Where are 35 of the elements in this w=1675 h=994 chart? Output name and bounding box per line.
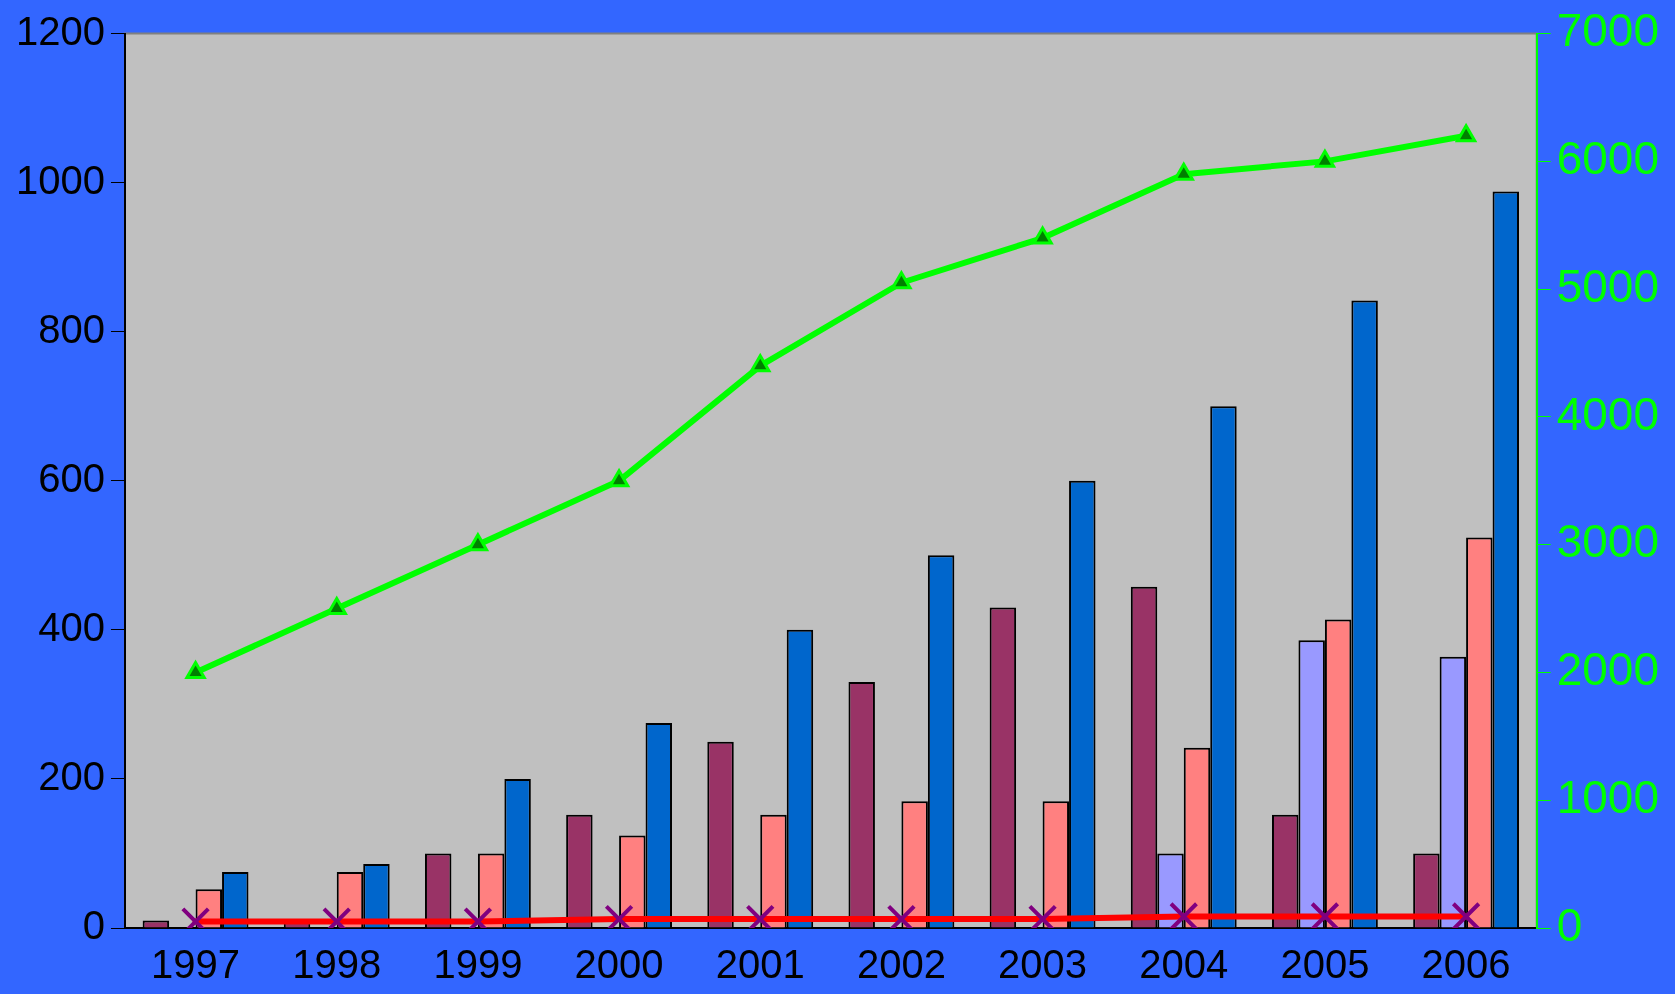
y2-tick-label: 5000 [1556, 259, 1660, 312]
point [185, 660, 206, 679]
x-tick-label: 1998 [292, 942, 382, 987]
y-tick-label: 1200 [16, 8, 105, 53]
x-tick-label: 2004 [1139, 942, 1229, 987]
x-tick-label: 2003 [998, 942, 1088, 987]
x-tick-label: 2006 [1421, 942, 1511, 987]
point [750, 354, 771, 373]
point [1173, 162, 1194, 181]
y2-tick-label: 1000 [1556, 770, 1660, 823]
y2-tick-label: 7000 [1556, 4, 1660, 57]
x-tick-label: 1997 [151, 942, 241, 987]
point [1032, 226, 1053, 245]
y-tick-label: 1000 [16, 157, 105, 202]
y2-tick-label: 6000 [1556, 132, 1660, 185]
y-tick-label: 0 [82, 903, 105, 948]
y2-tick-label: 3000 [1556, 515, 1660, 568]
point [608, 469, 630, 488]
y2-tick-label: 0 [1556, 898, 1583, 951]
x-tick-label: 2005 [1280, 942, 1370, 987]
y2-tick-label: 4000 [1556, 387, 1660, 440]
y-tick-label: 200 [38, 753, 105, 798]
x-tick-label: 2002 [856, 942, 946, 987]
point [891, 271, 912, 290]
point [1455, 124, 1477, 143]
y-tick-label: 600 [38, 455, 105, 500]
point [1314, 149, 1336, 168]
y2-tick-label: 2000 [1556, 643, 1660, 696]
x-tick-label: 2000 [574, 942, 664, 987]
y-tick-label: 400 [38, 604, 105, 649]
x-tick-label: 2001 [715, 942, 805, 987]
point [467, 533, 489, 552]
y-tick-label: 800 [38, 306, 105, 351]
point [326, 597, 347, 616]
x-tick-label: 1999 [433, 942, 523, 987]
